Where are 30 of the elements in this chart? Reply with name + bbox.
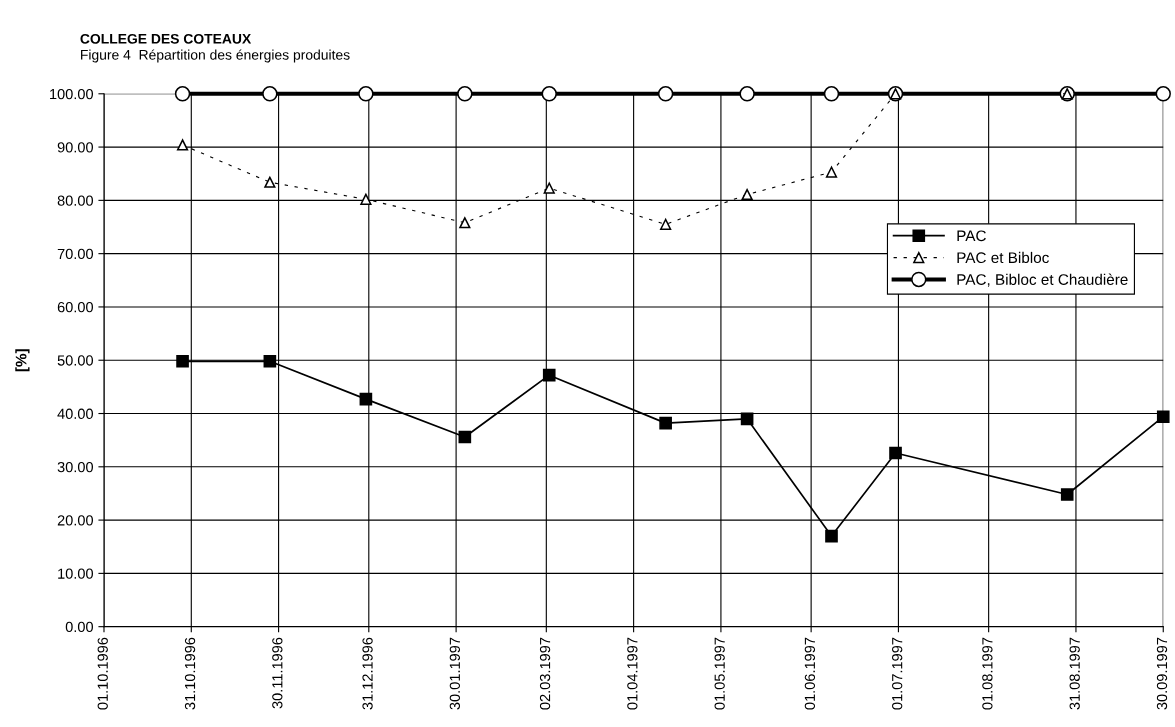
x-tick-label: 01.04.1997 [627,637,638,710]
y-tick-label: 90.00 [57,142,93,153]
y-tick-label: 80.00 [57,195,93,206]
y-tick-label: 30.00 [57,461,93,473]
x-tick-label: 30.09.1997 [1156,637,1168,710]
x-tick-label: 31.12.1996 [362,637,373,710]
x-tick-label: 30.01.1997 [449,637,461,710]
y-tick-label: 60.00 [57,302,93,313]
y-tick-label: 70.00 [57,248,93,260]
y-tick-label: 50.00 [57,355,93,366]
x-tick-label: 02.03.1997 [539,637,551,710]
y-tick-label: 10.00 [58,568,93,579]
chart-subtitle: Figure 4 Répartition des énergies produites [81,49,350,63]
x-tick-label: 31.10.1996 [184,637,196,710]
x-tick-label: 01.07.1997 [892,637,903,710]
x-tick-label: 31.08.1997 [1069,637,1080,710]
x-tick-label: 01.10.1996 [97,637,108,710]
x-tick-label: 01.06.1997 [804,637,816,710]
chart-title: COLLEGE DES COTEAUX [80,33,252,44]
y-axis-title: [%] [15,349,30,372]
y-tick-label: 0.00 [65,621,93,633]
legend-label: PAC [957,230,986,242]
y-tick-label: 40.00 [57,408,93,419]
legend-label: PAC, Bibloc et Chaudière [957,273,1128,287]
legend-label: PAC et Bibloc [957,251,1049,264]
y-tick-label: 100.00 [50,88,93,100]
x-tick-label: 30.11.1996 [272,637,283,709]
y-tick-label: 20.00 [57,515,93,526]
x-tick-label: 01.05.1997 [714,637,725,710]
x-tick-label: 01.08.1997 [982,637,993,710]
